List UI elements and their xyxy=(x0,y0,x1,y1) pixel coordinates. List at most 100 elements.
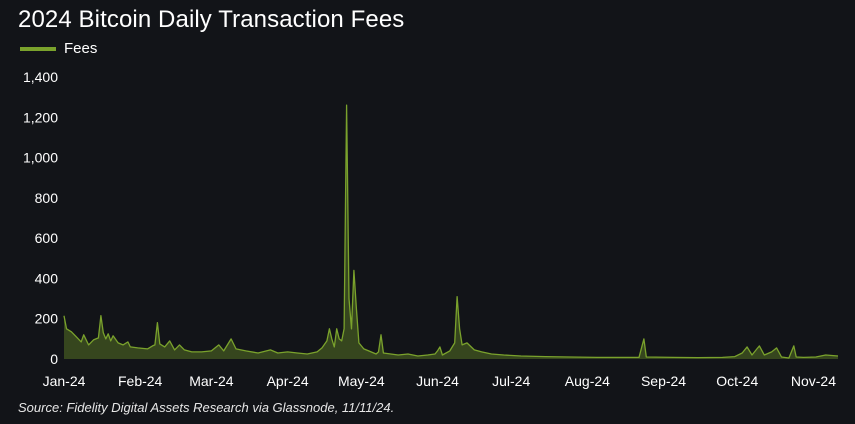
fees-data-point xyxy=(110,340,112,342)
fees-data-point xyxy=(66,328,68,330)
fees-data-point xyxy=(235,348,237,350)
fees-data-point xyxy=(407,353,409,355)
y-axis: 0 200 400 600 800 1,000 1,200 1,400 xyxy=(23,69,58,367)
fees-data-point xyxy=(758,345,760,347)
fees-data-point xyxy=(328,328,330,330)
fees-data-point xyxy=(545,356,547,358)
fees-data-point xyxy=(473,349,475,351)
y-tick-label: 200 xyxy=(35,311,59,327)
x-tick-label: Oct-24 xyxy=(716,373,758,389)
fees-data-point xyxy=(439,346,441,348)
x-tick-label: Apr-24 xyxy=(267,373,309,389)
fees-data-point xyxy=(164,346,166,348)
plot-area xyxy=(63,104,839,359)
legend-swatch xyxy=(20,46,56,51)
x-tick-label: Jan-24 xyxy=(43,373,86,389)
fees-data-point xyxy=(643,338,645,340)
fees-data-point xyxy=(169,340,171,342)
fees-data-point xyxy=(788,357,790,359)
fees-data-point xyxy=(734,356,736,358)
fees-data-point xyxy=(672,356,674,358)
x-tick-label: Sep-24 xyxy=(641,373,686,389)
fees-data-point xyxy=(245,350,247,352)
fees-data-point xyxy=(771,351,773,353)
fees-data-point xyxy=(346,104,348,106)
fees-data-point xyxy=(461,344,463,346)
y-tick-label: 1,200 xyxy=(23,109,58,125)
fees-data-point xyxy=(434,353,436,355)
fees-data-point xyxy=(156,322,158,324)
x-tick-label: Nov-24 xyxy=(791,373,836,389)
fees-data-point xyxy=(201,351,203,353)
fees-data-point xyxy=(781,356,783,358)
fees-data-point xyxy=(454,342,456,344)
fees-data-point xyxy=(520,355,522,357)
fees-data-point xyxy=(427,354,429,356)
fees-data-point xyxy=(815,356,817,358)
fees-data-point xyxy=(378,351,380,353)
fees-data-point xyxy=(803,356,805,358)
fees-data-point xyxy=(218,344,220,346)
fees-data-point xyxy=(795,356,797,358)
fees-data-point xyxy=(793,345,795,347)
fees-data-point xyxy=(117,342,119,344)
y-tick-label: 1,400 xyxy=(23,69,58,85)
fees-data-point xyxy=(348,298,350,300)
fees-data-point xyxy=(746,346,748,348)
x-tick-label: Jun-24 xyxy=(416,373,459,389)
fees-data-point xyxy=(105,338,107,340)
fees-data-point xyxy=(321,347,323,349)
y-tick-label: 800 xyxy=(35,190,59,206)
y-tick-label: 600 xyxy=(35,230,59,246)
fees-data-point xyxy=(75,336,77,338)
fees-data-point xyxy=(596,356,598,358)
fees-data-point xyxy=(751,354,753,356)
x-tick-label: Aug-24 xyxy=(565,373,610,389)
fees-data-point xyxy=(825,354,827,356)
y-tick-label: 400 xyxy=(35,270,59,286)
fees-line xyxy=(63,104,839,359)
y-tick-label: 1,000 xyxy=(23,150,58,166)
fees-data-point xyxy=(355,308,357,310)
fees-data-point xyxy=(441,354,443,356)
fees-data-point xyxy=(137,347,139,349)
fees-data-point xyxy=(569,356,571,358)
fees-data-point xyxy=(129,346,131,348)
fees-data-point xyxy=(147,348,149,350)
fees-data-point xyxy=(741,352,743,354)
legend: Fees xyxy=(20,40,97,57)
fees-data-point xyxy=(763,354,765,356)
fees-data-point xyxy=(363,348,365,350)
fees-data-point xyxy=(191,351,193,353)
fees-data-point xyxy=(456,296,458,298)
y-tick-label: 0 xyxy=(50,351,58,367)
fees-data-point xyxy=(154,344,156,346)
fees-data-point xyxy=(174,349,176,351)
fees-data-point xyxy=(70,331,72,333)
fees-data-point xyxy=(466,342,468,344)
fees-data-point xyxy=(336,328,338,330)
chart-title: 2024 Bitcoin Daily Transaction Fees xyxy=(18,6,405,33)
fees-area xyxy=(64,105,838,359)
fees-data-point xyxy=(341,340,343,342)
fees-data-point xyxy=(459,328,461,330)
x-tick-label: May-24 xyxy=(338,373,385,389)
fees-data-point xyxy=(159,343,161,345)
fees-data-point xyxy=(80,341,82,343)
fees-data-point xyxy=(277,352,279,354)
fees-data-point xyxy=(306,353,308,355)
fees-data-point xyxy=(97,337,99,339)
fees-data-point xyxy=(481,351,483,353)
legend-label-fees: Fees xyxy=(64,40,98,57)
fees-data-point xyxy=(210,350,212,352)
fees-data-point xyxy=(756,348,758,350)
fees-data-point xyxy=(257,352,259,354)
fees-data-point xyxy=(122,344,124,346)
fees-data-point xyxy=(326,340,328,342)
fees-data-point xyxy=(722,356,724,358)
fees-data-point xyxy=(449,350,451,352)
fees-data-point xyxy=(223,350,225,352)
fees-data-point xyxy=(437,350,439,352)
fees-data-point xyxy=(621,356,623,358)
